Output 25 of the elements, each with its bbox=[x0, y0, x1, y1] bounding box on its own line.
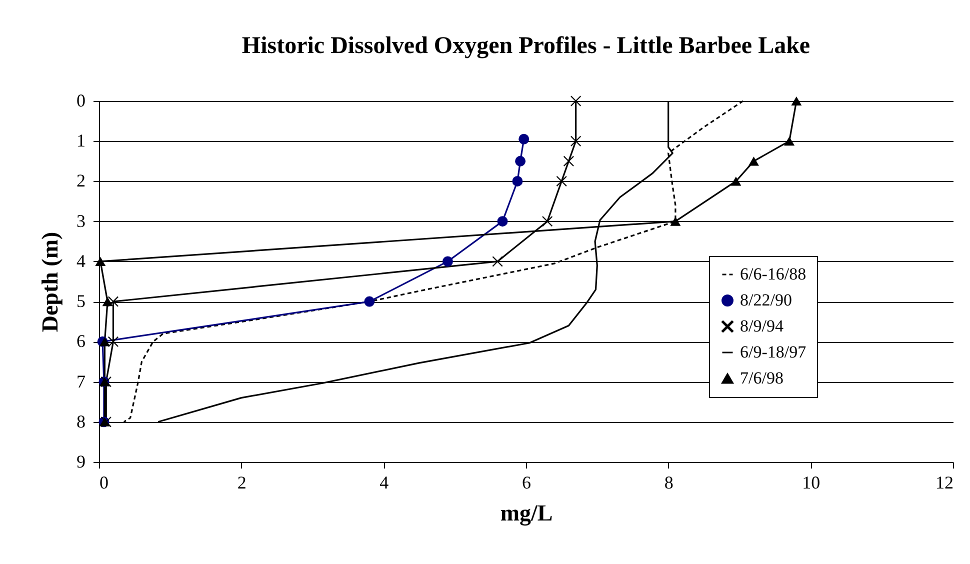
y-tick-label: 6 bbox=[76, 331, 86, 352]
y-tick-label: 8 bbox=[76, 411, 86, 432]
y-tick-label: 1 bbox=[76, 130, 86, 151]
x-tick-label: 4 bbox=[380, 472, 389, 492]
legend-label: 7/6/98 bbox=[740, 368, 784, 388]
y-tick-label: 2 bbox=[76, 170, 86, 191]
y-tick-label: 9 bbox=[76, 452, 86, 472]
x-tick-label: 6 bbox=[522, 472, 531, 492]
x-tick-label: 12 bbox=[936, 472, 954, 492]
y-tick-label: 4 bbox=[76, 250, 86, 271]
x-tick-label: 10 bbox=[802, 472, 820, 492]
legend-label: 6/9-18/97 bbox=[740, 342, 807, 362]
x-axis-title: mg/L bbox=[500, 500, 553, 526]
legend-label: 8/22/90 bbox=[740, 290, 792, 310]
y-tick-label: 7 bbox=[76, 371, 86, 392]
y-tick-label: 0 bbox=[76, 90, 86, 110]
x-tick-label: 0 bbox=[100, 472, 108, 492]
x-tick-label: 2 bbox=[237, 472, 246, 492]
y-tick-label: 3 bbox=[76, 210, 86, 231]
y-tick-label: 5 bbox=[76, 291, 86, 312]
x-tick-label: 8 bbox=[664, 472, 674, 492]
legend-label: 6/6-16/88 bbox=[740, 264, 806, 284]
y-axis-title: Depth (m) bbox=[38, 232, 62, 332]
legend-label: 8/9/94 bbox=[740, 316, 784, 336]
chart-title: Historic Dissolved Oxygen Profiles - Little Barbee Lake bbox=[242, 33, 810, 59]
